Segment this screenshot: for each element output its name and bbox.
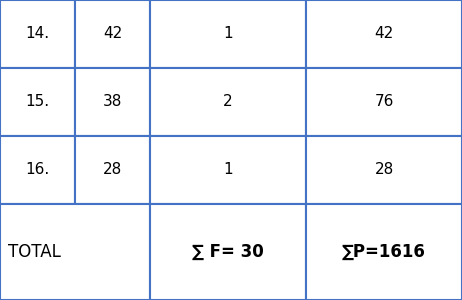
Text: TOTAL: TOTAL [8, 243, 61, 261]
Text: 14.: 14. [25, 26, 49, 41]
Text: 15.: 15. [25, 94, 49, 110]
Bar [306, 0, 462, 68]
Bar [75, 0, 150, 68]
Text: ∑P=1616: ∑P=1616 [342, 243, 426, 261]
Bar [150, 204, 306, 300]
Text: 28: 28 [374, 163, 394, 178]
Bar [306, 204, 462, 300]
Bar [0, 68, 75, 136]
Bar [75, 136, 150, 204]
Text: 1: 1 [223, 163, 233, 178]
Text: 1: 1 [223, 26, 233, 41]
Text: 2: 2 [223, 94, 233, 110]
Bar [0, 0, 75, 68]
Bar [306, 136, 462, 204]
Bar [75, 68, 150, 136]
Bar [0, 204, 150, 300]
Text: 16.: 16. [25, 163, 49, 178]
Text: 42: 42 [103, 26, 122, 41]
Text: ∑ F= 30: ∑ F= 30 [192, 243, 264, 261]
Bar [150, 0, 306, 68]
Text: 76: 76 [374, 94, 394, 110]
Text: 42: 42 [374, 26, 394, 41]
Text: 38: 38 [103, 94, 122, 110]
Bar [306, 68, 462, 136]
Bar [0, 136, 75, 204]
Bar [150, 136, 306, 204]
Text: 28: 28 [103, 163, 122, 178]
Bar [150, 68, 306, 136]
